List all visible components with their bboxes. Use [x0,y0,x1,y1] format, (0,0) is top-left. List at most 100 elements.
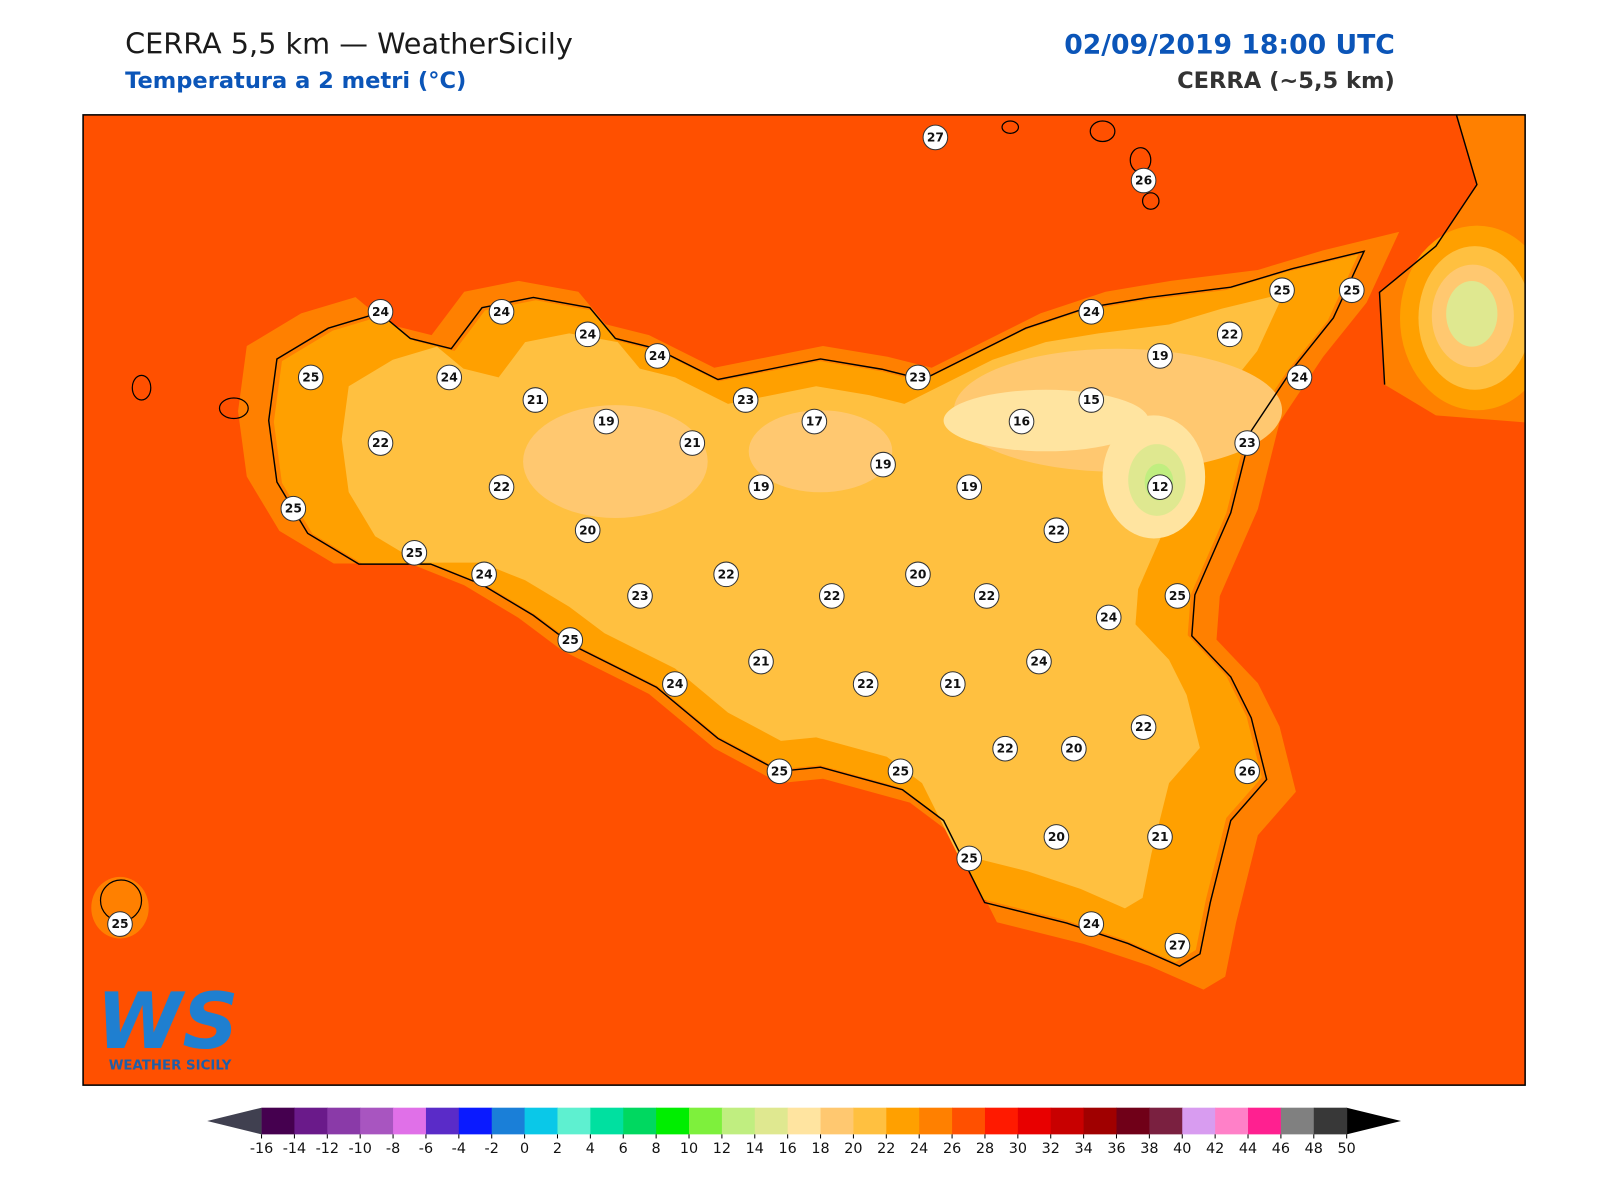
station-value: 25 [771,764,788,778]
station-marker [1130,167,1157,194]
station-value: 24 [1083,305,1100,319]
station-marker [1130,714,1157,740]
colorbar-tick-label: 48 [1305,1141,1323,1157]
station-value: 24 [649,349,666,363]
station-value: 19 [961,480,978,494]
colorbar-segment [1149,1107,1183,1135]
colorbar-segment [1050,1107,1085,1135]
colorbar-segment [261,1107,295,1135]
station-marker [488,474,515,500]
station-value: 12 [1151,480,1168,494]
station-value: 17 [806,415,823,429]
colorbar-segment [820,1107,854,1135]
station-marker [1269,277,1295,304]
colorbar-tick-label: 40 [1173,1141,1191,1157]
station-value: 26 [1135,174,1152,188]
station-value: 24 [579,327,596,341]
station-marker [436,364,463,391]
station-value: 19 [752,480,769,494]
colorbar-tick-label: 50 [1338,1141,1356,1157]
station-marker [593,408,619,435]
station-marker [1216,321,1243,348]
station-marker [887,758,914,785]
model-label: CERRA (~5,5 km) [1177,68,1395,94]
colorbar-tick-label: 24 [910,1141,928,1157]
colorbar-segment [393,1107,427,1135]
colorbar-segment [1215,1107,1249,1135]
station-value: 22 [718,567,735,581]
station-value: 24 [666,677,683,691]
stations: 27 26 24 24 24 24 25 24 21 19 23 17 21 22 23 24 25 25 22 19… [107,124,1365,959]
station-marker [488,298,515,325]
colorbar-tick-label: 44 [1239,1141,1257,1157]
colorbar-tick-label: 16 [779,1141,797,1157]
station-value: 22 [1135,720,1152,734]
station-value: 25 [302,370,319,384]
colorbar-tick-label: 12 [713,1141,731,1157]
station-value: 22 [493,480,510,494]
station-value: 25 [1343,283,1360,297]
station-marker [973,583,1000,609]
colorbar-tick-label: -2 [485,1141,499,1157]
station-marker [1078,911,1105,937]
station-value: 23 [631,589,648,603]
station-marker [280,495,307,522]
temperature-field [83,114,1526,1086]
station-marker [818,583,845,609]
station-value: 24 [493,305,510,319]
colorbar-tick-label: 6 [619,1141,628,1157]
station-marker [732,387,759,413]
colorbar-tick-label: 34 [1074,1141,1092,1157]
station-value: 24 [476,567,493,581]
station-value: 24 [441,370,458,384]
colorbar-segment [360,1107,394,1135]
colorbar-segment [886,1107,920,1135]
station-marker [956,474,983,500]
station-marker [367,430,394,456]
station-value: 19 [875,458,892,472]
station-value: 24 [1100,610,1117,624]
station-marker [1234,758,1260,785]
colorbar-tick-label: 14 [746,1141,764,1157]
station-value: 21 [527,393,544,407]
colorbar-segment [327,1107,361,1135]
station-marker [1026,648,1052,675]
station-marker [992,735,1018,762]
coastline [1378,114,1478,385]
colorbar-segment [919,1107,953,1135]
station-marker [1061,735,1087,762]
station-marker [1043,824,1070,850]
station-marker [922,124,949,151]
station-marker [1338,277,1365,304]
colorbar-tick-label: 42 [1206,1141,1224,1157]
station-value: 22 [997,742,1014,756]
colorbar-tick-label: -12 [316,1141,339,1157]
colorbar-segment [425,1107,460,1135]
station-value: 22 [857,677,874,691]
station-marker [557,627,584,653]
station-marker [1147,824,1173,850]
station-marker [401,540,428,566]
station-value: 25 [1273,283,1290,297]
station-marker [679,430,706,456]
logo-name: WEATHER SICILY [109,1059,232,1074]
station-marker [905,364,931,391]
colorbar-tick-label: 30 [1009,1141,1027,1157]
station-value: 25 [406,546,423,560]
colorbar-tick-label: 38 [1140,1141,1158,1157]
station-marker [574,321,601,348]
station-marker [1078,387,1105,413]
station-value: 23 [737,393,754,407]
station-value: 25 [285,502,302,516]
island-coast [218,397,249,420]
island-band [91,876,149,939]
station-value: 24 [1083,917,1100,931]
station-marker [107,911,133,937]
station-marker [939,671,966,697]
station-marker [1234,430,1260,456]
station-marker [1078,298,1105,325]
subtitle: Temperatura a 2 metri (°C) [125,68,466,94]
colorbar-tick-label: 36 [1107,1141,1125,1157]
station-value: 20 [909,567,926,581]
